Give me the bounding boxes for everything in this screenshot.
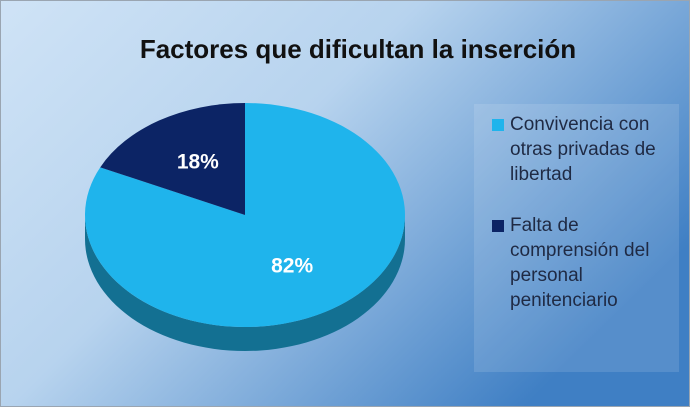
pie-slice [100,103,246,215]
legend-swatch [492,119,504,131]
legend: Convivencia con otras privadas de libert… [478,112,674,339]
legend-label: Falta de comprensión del personal penite… [510,215,650,311]
legend-label: Convivencia con otras privadas de libert… [510,114,656,185]
pie-side [85,215,405,351]
data-label: 82% [271,255,313,278]
legend-swatch [492,220,504,232]
data-label: 18% [177,151,219,174]
pie-slice [85,103,405,327]
chart-title: Factores que dificultan la inserción [140,34,576,64]
legend-entry: Falta de comprensión del personal penite… [478,213,674,313]
legend-entry: Convivencia con otras privadas de libert… [478,112,674,187]
legend-box [474,104,679,372]
